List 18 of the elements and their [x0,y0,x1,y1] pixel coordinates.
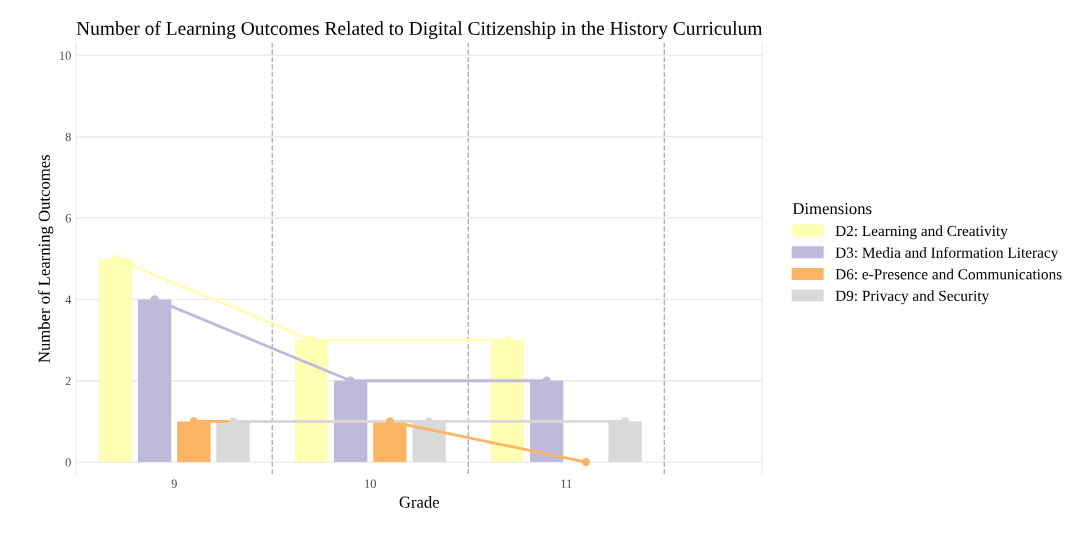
y-axis-title: Number of Learning Outcomes [37,154,54,363]
y-tick-label: 6 [65,214,71,223]
x-tick-label: 9 [171,479,177,488]
y-tick-label: 0 [65,458,71,467]
x-axis-title: Grade [399,496,440,508]
legend-label: D9: Privacy and Security [835,290,990,305]
y-tick-label: 2 [65,376,71,386]
y-tick-label: 4 [65,295,72,304]
chart-title: Number of Learning Outcomes Related to Digital Citizenship in the History Curriculum [76,21,763,39]
x-tick-label: 11 [561,479,572,488]
legend-title: Dimensions [792,203,872,215]
legend-label: D3: Media and Information Literacy [835,246,1059,261]
y-tick-label: 10 [59,51,71,60]
legend-label: D2: Learning and Creativity [835,225,1008,240]
y-tick-label: 8 [65,132,71,142]
x-tick-label: 10 [365,479,377,488]
point [581,457,591,467]
legend-label: D6: e-Presence and Communications [835,268,1062,280]
